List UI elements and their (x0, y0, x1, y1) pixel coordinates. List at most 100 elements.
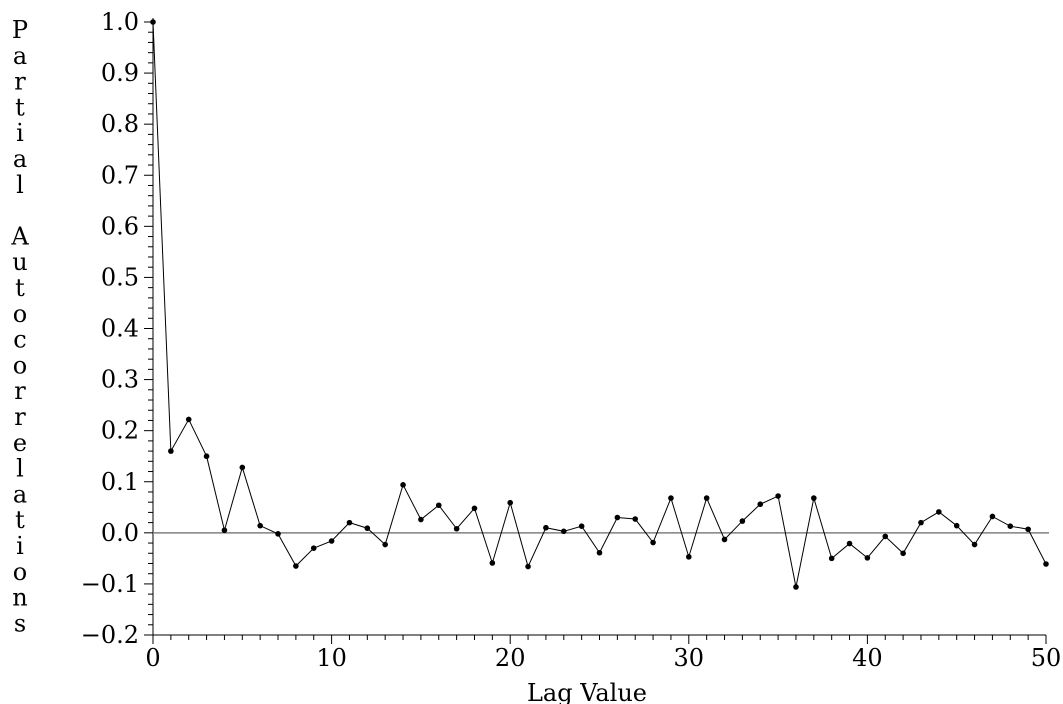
data-point (1043, 561, 1049, 567)
x-tick-label: 50 (1031, 644, 1062, 672)
y-axis-title-char: i (16, 119, 24, 147)
y-tick-label: −0.2 (81, 621, 139, 649)
y-tick-label: 0.5 (101, 263, 139, 291)
data-point (882, 533, 889, 540)
y-axis-title-char: l (16, 171, 24, 199)
data-point (596, 549, 603, 556)
data-point (739, 518, 746, 524)
y-axis-title-char: a (13, 145, 27, 173)
y-tick-label: 0.7 (101, 161, 139, 189)
y-axis-title-char: a (13, 42, 27, 70)
data-point (150, 19, 156, 25)
y-axis-title-char: o (13, 300, 27, 328)
data-point (525, 563, 531, 570)
y-tick-label: 0.9 (101, 59, 139, 87)
data-point (828, 555, 835, 562)
y-axis-title-char: r (14, 377, 26, 405)
data-point (293, 563, 299, 569)
data-point (989, 513, 996, 520)
data-point (650, 539, 656, 546)
y-axis-title-char: s (14, 609, 26, 637)
data-point (328, 538, 335, 544)
y-tick-label: 0.4 (101, 315, 139, 343)
data-point (936, 509, 942, 515)
data-point (364, 525, 371, 532)
data-point (489, 560, 496, 566)
y-axis-title-char: e (13, 429, 27, 457)
data-point (203, 453, 210, 460)
data-point (310, 545, 317, 551)
y-axis-title-char: i (16, 532, 24, 560)
data-point (471, 505, 478, 512)
y-tick-label: 0.3 (101, 366, 139, 394)
data-point (846, 540, 853, 547)
data-point (168, 448, 174, 454)
data-point (686, 554, 692, 560)
y-tick-label: 0.2 (101, 417, 139, 445)
y-axis-title-char: o (13, 351, 27, 379)
x-tick-label: 30 (674, 644, 705, 672)
y-axis-title-char: A (10, 222, 29, 250)
x-tick-label: 10 (316, 644, 347, 672)
data-point (560, 528, 567, 535)
data-point (793, 584, 799, 590)
data-point (453, 525, 460, 532)
y-axis-title-char: t (15, 506, 25, 534)
data-point (382, 541, 388, 548)
data-point (918, 519, 924, 526)
data-point (614, 514, 621, 521)
data-point (543, 524, 549, 531)
data-point (703, 495, 710, 501)
data-point (185, 416, 192, 423)
data-point (632, 516, 639, 522)
data-point (1025, 526, 1031, 533)
data-point (900, 550, 906, 557)
data-point (346, 519, 353, 526)
data-point (721, 536, 728, 543)
x-axis-title: Lag Value (527, 679, 647, 704)
series-line (152, 21, 1047, 588)
pacf-series (150, 19, 1049, 590)
data-point (775, 493, 781, 499)
data-point (221, 527, 228, 534)
y-axis-title-char: r (14, 403, 26, 431)
y-axis-title-char: n (12, 584, 27, 612)
y-tick-label: −0.1 (81, 570, 139, 598)
data-point (668, 495, 674, 501)
y-axis-title-char: c (13, 326, 26, 354)
x-axis: 0 10 20 30 40 50 (145, 634, 1062, 672)
y-axis-title-char: t (15, 93, 25, 121)
data-point (953, 522, 960, 529)
y-tick-label: 0.1 (101, 468, 139, 496)
data-point (507, 499, 513, 506)
y-tick-label: 0.8 (101, 110, 139, 138)
y-axis-title-char: t (15, 274, 25, 302)
y-axis-title-char: r (14, 68, 26, 96)
data-point (864, 555, 871, 561)
x-tick-label: 20 (495, 644, 526, 672)
data-point (1007, 523, 1014, 529)
x-tick-label: 40 (852, 644, 883, 672)
y-tick-label: 0.0 (101, 519, 139, 547)
x-tick-label: 0 (145, 644, 160, 672)
y-axis-title-char: l (16, 455, 24, 483)
y-tick-label: 1.0 (101, 8, 139, 36)
data-point (435, 502, 442, 509)
data-point (971, 541, 978, 548)
data-point (257, 522, 263, 529)
y-axis-title-char: P (12, 16, 28, 44)
y-axis-title-char: u (12, 248, 27, 276)
data-point (757, 501, 764, 508)
data-point (275, 531, 281, 537)
y-axis-title-char: o (13, 558, 27, 586)
y-axis-title-char: a (13, 480, 27, 508)
data-point (811, 495, 817, 501)
y-axis: 1.0 0.9 0.8 0.7 0.6 0.5 0.4 0.3 0.2 0.1 0.0 −0.1 −0.… (81, 8, 154, 649)
data-point (239, 464, 246, 471)
y-tick-label: 0.6 (101, 212, 139, 240)
data-point (418, 516, 424, 523)
data-point (578, 523, 585, 529)
data-point (400, 482, 406, 488)
